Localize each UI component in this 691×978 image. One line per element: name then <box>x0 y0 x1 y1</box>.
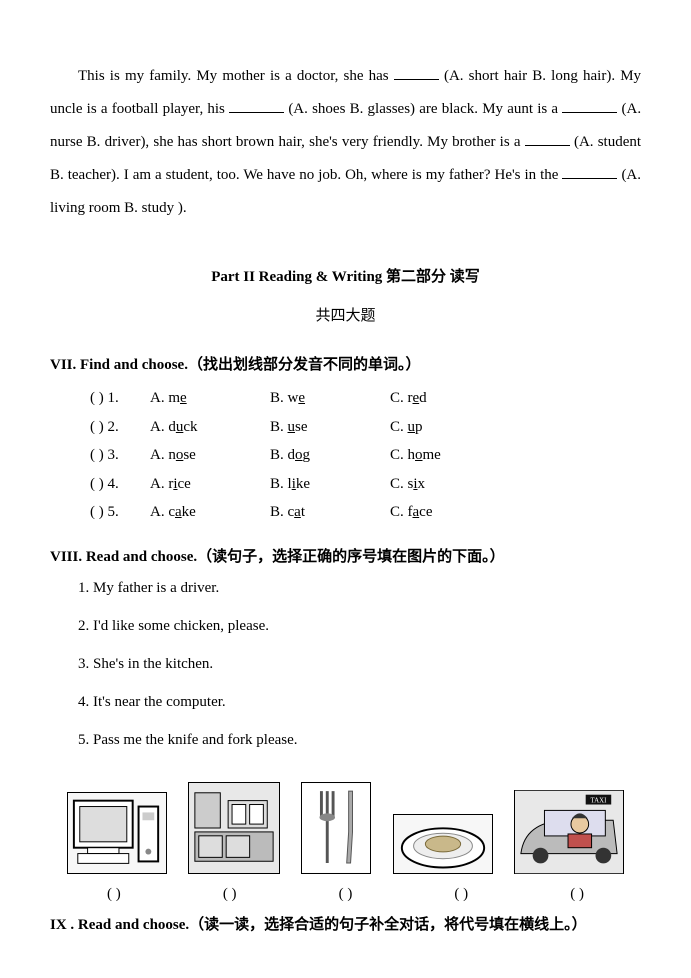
svg-text:TAXI: TAXI <box>591 797 608 804</box>
image-kitchen <box>188 782 280 880</box>
option-b: B. use <box>270 413 390 442</box>
fork-knife-icon <box>301 782 371 874</box>
q-prefix[interactable]: ( ) 5. <box>90 498 150 527</box>
option-c: C. face <box>390 498 490 527</box>
p5a: no job. Oh, where is my father? He's in … <box>299 167 558 183</box>
blank-5[interactable] <box>562 165 617 179</box>
sentence: 2. I'd like some chicken, please. <box>78 614 641 638</box>
question-row: ( ) 4.A. riceB. likeC. six <box>90 470 641 499</box>
image-taxi-driver: TAXI <box>514 790 624 880</box>
p4a: friendly. My brother is a <box>373 134 521 150</box>
paren-row: ( ) ( ) ( ) ( ) ( ) <box>50 886 641 903</box>
p1a: This is my family. My mother is a doctor… <box>78 68 389 84</box>
option-a: A. cake <box>150 498 270 527</box>
sec7-header: VII. Find and choose.（找出划线部分发音不同的单词。） <box>50 353 641 374</box>
image-plate-chicken <box>393 814 493 880</box>
p3a: My aunt is a <box>482 101 558 117</box>
answer-paren[interactable]: ( ) <box>295 886 395 903</box>
sec8-sentences: 1. My father is a driver. 2. I'd like som… <box>78 576 641 752</box>
part-title: Part II Reading & Writing 第二部分 读写 <box>50 265 641 286</box>
option-a: A. me <box>150 384 270 413</box>
question-row: ( ) 5.A. cakeB. catC. face <box>90 498 641 527</box>
option-c: C. red <box>390 384 490 413</box>
sentence: 3. She's in the kitchen. <box>78 652 641 676</box>
option-b: B. dog <box>270 441 390 470</box>
q-prefix[interactable]: ( ) 4. <box>90 470 150 499</box>
q-prefix[interactable]: ( ) 1. <box>90 384 150 413</box>
option-c: C. six <box>390 470 490 499</box>
option-c: C. home <box>390 441 490 470</box>
blank-4[interactable] <box>525 132 570 146</box>
subtitle: 共四大题 <box>50 304 641 325</box>
q-prefix[interactable]: ( ) 2. <box>90 413 150 442</box>
option-b: B. cat <box>270 498 390 527</box>
plate-chicken-icon <box>393 814 493 874</box>
computer-icon <box>67 792 167 874</box>
answer-paren[interactable]: ( ) <box>411 886 511 903</box>
option-b: B. we <box>270 384 390 413</box>
blank-3[interactable] <box>562 99 617 113</box>
option-a: A. nose <box>150 441 270 470</box>
blank-2[interactable] <box>229 99 284 113</box>
sentence: 4. It's near the computer. <box>78 690 641 714</box>
answer-paren[interactable]: ( ) <box>180 886 280 903</box>
option-a: A. duck <box>150 413 270 442</box>
sec7-table: ( ) 1.A. meB. weC. red( ) 2.A. duckB. us… <box>90 384 641 527</box>
question-row: ( ) 1.A. meB. weC. red <box>90 384 641 413</box>
sec9-header: IX . Read and choose.（读一读，选择合适的句子补全对话，将代… <box>50 913 641 934</box>
option-b: B. like <box>270 470 390 499</box>
option-a: A. rice <box>150 470 270 499</box>
blank-1[interactable] <box>394 66 439 80</box>
answer-paren[interactable]: ( ) <box>64 886 164 903</box>
taxi-driver-icon: TAXI <box>514 790 624 874</box>
sentence: 5. Pass me the knife and fork please. <box>78 728 641 752</box>
q-prefix[interactable]: ( ) 3. <box>90 441 150 470</box>
passage: This is my family. My mother is a doctor… <box>50 60 641 225</box>
images-row: TAXI <box>50 782 641 880</box>
question-row: ( ) 2.A. duckB. useC. up <box>90 413 641 442</box>
image-computer <box>67 792 167 880</box>
question-row: ( ) 3.A. noseB. dogC. home <box>90 441 641 470</box>
sec8-header: VIII. Read and choose.（读句子，选择正确的序号填在图片的下… <box>50 545 641 566</box>
option-c: C. up <box>390 413 490 442</box>
kitchen-icon <box>188 782 280 874</box>
p2b: (A. shoes B. glasses) are black. <box>288 101 478 117</box>
image-fork-knife <box>301 782 371 880</box>
sentence: 1. My father is a driver. <box>78 576 641 600</box>
answer-paren[interactable]: ( ) <box>527 886 627 903</box>
p1b: (A. short hair B. long <box>444 68 578 84</box>
